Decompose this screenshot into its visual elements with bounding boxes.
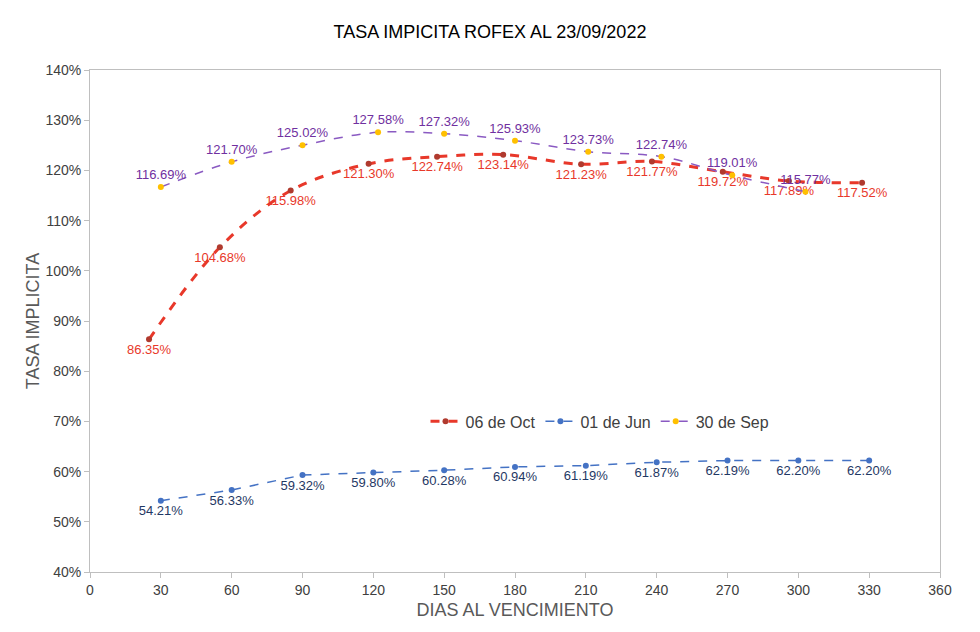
svg-text:40%: 40%	[53, 564, 81, 580]
svg-text:50%: 50%	[53, 514, 81, 530]
svg-text:90: 90	[295, 582, 311, 598]
svg-text:330: 330	[857, 582, 881, 598]
svg-text:270: 270	[716, 582, 740, 598]
svg-text:30: 30	[153, 582, 169, 598]
svg-text:122.74%: 122.74%	[411, 159, 463, 174]
svg-text:115.77%: 115.77%	[780, 172, 831, 187]
svg-text:121.77%: 121.77%	[626, 164, 678, 179]
svg-text:TASA IMPLICITA: TASA IMPLICITA	[23, 253, 43, 389]
svg-text:104.68%: 104.68%	[194, 250, 246, 265]
svg-text:60.94%: 60.94%	[493, 469, 538, 484]
svg-text:121.23%: 121.23%	[555, 167, 607, 182]
svg-text:06 de Oct: 06 de Oct	[466, 414, 536, 431]
svg-text:210: 210	[574, 582, 598, 598]
svg-text:119.01%: 119.01%	[707, 155, 758, 170]
svg-text:119.72%: 119.72%	[698, 174, 749, 189]
svg-text:116.69%: 116.69%	[136, 167, 187, 182]
svg-text:117.52%: 117.52%	[837, 185, 888, 200]
svg-text:127.58%: 127.58%	[352, 112, 404, 127]
svg-text:115.98%: 115.98%	[266, 193, 317, 208]
svg-text:122.74%: 122.74%	[636, 137, 688, 152]
svg-text:125.02%: 125.02%	[277, 125, 329, 140]
svg-text:121.70%: 121.70%	[206, 142, 258, 157]
svg-text:121.30%: 121.30%	[343, 166, 395, 181]
svg-text:125.93%: 125.93%	[489, 121, 541, 136]
svg-text:100%: 100%	[45, 263, 81, 279]
svg-text:59.32%: 59.32%	[280, 478, 325, 493]
svg-text:62.20%: 62.20%	[776, 463, 821, 478]
svg-text:123.73%: 123.73%	[563, 132, 615, 147]
svg-text:61.87%: 61.87%	[635, 465, 680, 480]
svg-text:300: 300	[787, 582, 811, 598]
svg-text:60%: 60%	[53, 464, 81, 480]
svg-text:0: 0	[86, 582, 94, 598]
svg-text:62.19%: 62.19%	[705, 463, 750, 478]
svg-text:180: 180	[503, 582, 527, 598]
svg-text:86.35%: 86.35%	[127, 342, 172, 357]
svg-text:54.21%: 54.21%	[139, 503, 184, 518]
svg-text:150: 150	[432, 582, 456, 598]
svg-text:120: 120	[362, 582, 386, 598]
svg-text:120%: 120%	[45, 162, 81, 178]
svg-text:62.20%: 62.20%	[847, 463, 892, 478]
svg-text:56.33%: 56.33%	[210, 493, 255, 508]
svg-text:DIAS AL VENCIMIENTO: DIAS AL VENCIMIENTO	[416, 600, 613, 620]
svg-text:123.14%: 123.14%	[478, 157, 530, 172]
svg-text:TASA IMPICITA ROFEX AL 23/09/2: TASA IMPICITA ROFEX AL 23/09/2022	[334, 22, 647, 42]
svg-text:110%: 110%	[46, 213, 81, 229]
svg-text:80%: 80%	[53, 363, 81, 379]
svg-text:140%: 140%	[45, 62, 81, 78]
svg-text:01 de Jun: 01 de Jun	[580, 414, 650, 431]
svg-text:90%: 90%	[53, 313, 81, 329]
svg-text:60.28%: 60.28%	[422, 473, 467, 488]
svg-text:240: 240	[645, 582, 669, 598]
svg-text:360: 360	[928, 582, 952, 598]
svg-text:60: 60	[224, 582, 240, 598]
svg-text:70%: 70%	[53, 413, 81, 429]
svg-text:61.19%: 61.19%	[564, 468, 609, 483]
svg-text:30 de Sep: 30 de Sep	[696, 414, 769, 431]
svg-text:127.32%: 127.32%	[419, 114, 471, 129]
svg-text:117.89%: 117.89%	[764, 183, 815, 198]
svg-text:59.80%: 59.80%	[351, 475, 396, 490]
svg-text:130%: 130%	[45, 112, 81, 128]
